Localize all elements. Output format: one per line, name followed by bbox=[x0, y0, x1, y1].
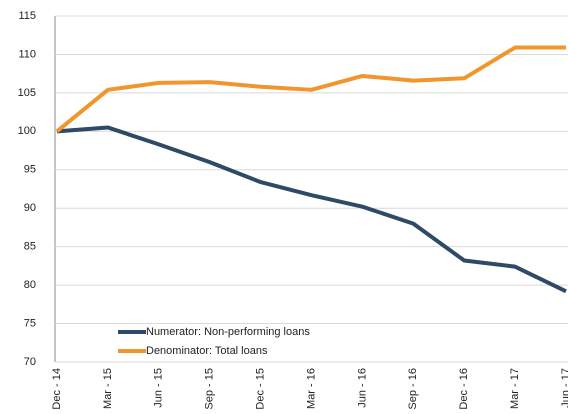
x-tick-label: Dec - 16 bbox=[458, 368, 470, 410]
x-tick-label: Mar - 15 bbox=[102, 368, 114, 409]
x-tick-label: Sep - 15 bbox=[204, 368, 216, 410]
x-tick-label: Mar - 16 bbox=[305, 368, 317, 409]
y-tick-label: 70 bbox=[24, 356, 36, 368]
legend-label: Numerator: Non-performing loans bbox=[146, 326, 310, 338]
x-tick-label: Jun - 16 bbox=[356, 368, 368, 408]
x-tick-label: Jun - 17 bbox=[560, 368, 568, 408]
y-tick-label: 95 bbox=[24, 164, 36, 176]
x-tick-label: Dec - 15 bbox=[255, 368, 267, 410]
x-tick-label: Dec - 14 bbox=[51, 368, 63, 410]
x-tick-label: Mar - 17 bbox=[509, 368, 521, 409]
y-tick-label: 75 bbox=[24, 317, 36, 329]
legend-label: Denominator: Total loans bbox=[146, 345, 268, 357]
x-tick-label: Sep - 16 bbox=[407, 368, 419, 410]
y-tick-label: 80 bbox=[24, 279, 36, 291]
y-tick-label: 100 bbox=[18, 125, 36, 137]
y-tick-label: 105 bbox=[18, 87, 36, 99]
y-tick-label: 115 bbox=[18, 10, 36, 22]
y-tick-label: 85 bbox=[24, 241, 36, 253]
y-tick-label: 90 bbox=[24, 202, 36, 214]
x-tick-label: Jun - 15 bbox=[153, 368, 165, 408]
y-tick-label: 110 bbox=[18, 48, 36, 60]
line bbox=[56, 125, 567, 294]
line bbox=[55, 45, 566, 133]
